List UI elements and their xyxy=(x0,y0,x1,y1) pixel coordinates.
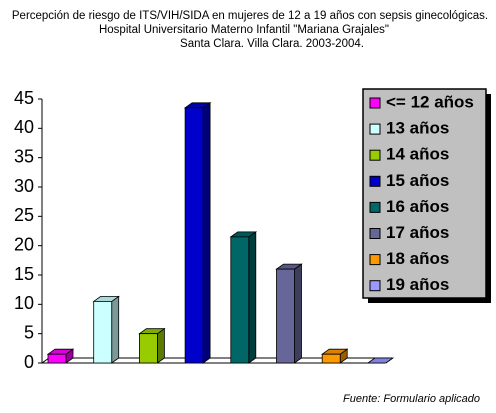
bar-side xyxy=(294,263,302,364)
y-tick-label: 30 xyxy=(14,176,34,196)
legend-label: 18 años xyxy=(386,249,449,268)
y-tick-label: 40 xyxy=(14,117,34,137)
y-tick-label: 5 xyxy=(24,322,34,342)
bar-side xyxy=(156,327,165,364)
legend-label: <= 12 años xyxy=(386,92,474,111)
bar xyxy=(321,353,341,364)
y-tick-label: 0 xyxy=(24,352,34,372)
legend-label: 17 años xyxy=(386,223,449,242)
bar xyxy=(276,268,295,364)
legend-swatch xyxy=(369,149,381,161)
legend-label: 16 años xyxy=(386,197,449,216)
legend-swatch xyxy=(369,228,381,239)
legend-swatch xyxy=(369,254,381,266)
y-tick-label: 20 xyxy=(14,234,34,254)
bar-side xyxy=(248,231,257,364)
legend-swatch xyxy=(369,280,381,292)
footnote: Fuente: Formulario aplicado xyxy=(343,393,480,405)
legend-swatch xyxy=(369,97,381,109)
y-tick-label: 15 xyxy=(14,264,34,284)
bar xyxy=(47,353,67,364)
chart-title: Hospital Universitario Materno Infantil … xyxy=(99,24,389,36)
chart-title: Percepción de riesgo de ITS/VIH/SIDA en … xyxy=(12,10,488,22)
chart-title: Santa Clara. Villa Clara. 2003-2004. xyxy=(180,38,364,50)
legend-swatch xyxy=(369,123,381,135)
legend-swatch xyxy=(369,175,381,187)
y-tick-label: 35 xyxy=(14,146,34,166)
bar xyxy=(138,333,158,364)
bar-top xyxy=(366,357,395,364)
y-tick-label: 25 xyxy=(14,205,34,225)
legend-swatch xyxy=(369,201,381,213)
legend xyxy=(362,88,487,299)
bar xyxy=(184,107,204,364)
legend-label: 19 años xyxy=(386,275,449,294)
bar xyxy=(93,300,113,364)
y-tick-label: 10 xyxy=(14,293,34,313)
y-tick-label: 45 xyxy=(14,88,34,108)
bar-side xyxy=(202,102,211,364)
legend-label: 14 años xyxy=(386,145,449,164)
legend-label: 13 años xyxy=(386,119,449,138)
bar xyxy=(230,236,250,364)
bar-side xyxy=(111,295,120,364)
legend-label: 15 años xyxy=(386,171,449,190)
